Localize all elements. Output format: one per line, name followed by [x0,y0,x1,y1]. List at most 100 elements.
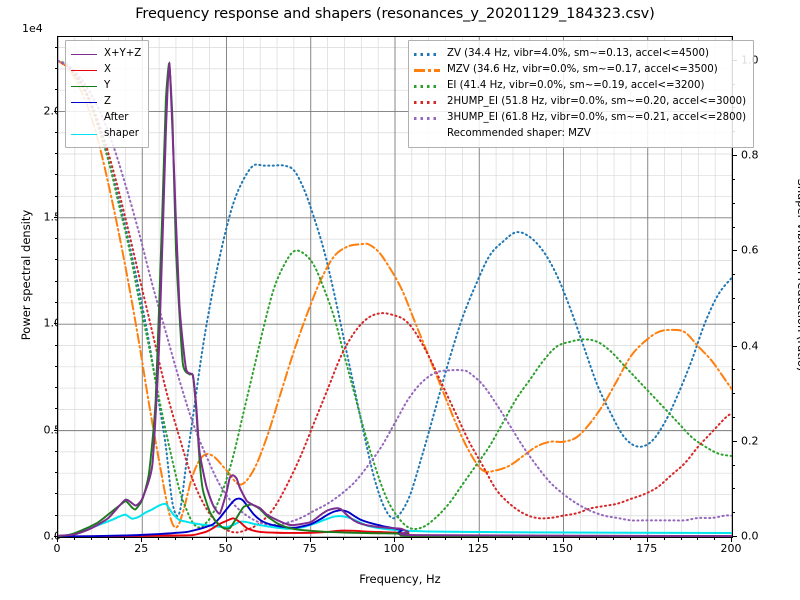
legend-item-zv[interactable]: ZV (34.4 Hz, vibr=4.0%, sm~=0.13, accel<… [414,46,746,62]
x-tick-label-25: 25 [134,542,149,555]
y-tick-mark [53,323,57,325]
x-tick-mark [697,538,699,540]
x-tick-mark [174,538,176,540]
y2-tick-mark [733,274,735,276]
x-tick-mark [158,538,160,540]
x-tick-mark [377,538,379,540]
x-tick-mark [562,538,564,542]
x-tick-mark [57,538,58,542]
x-tick-mark [663,538,665,540]
x-tick-label-100: 100 [383,542,405,555]
x-tick-mark [714,538,716,540]
x-tick-mark [124,538,126,540]
legend-item-shaper[interactable]: shaper [71,126,141,142]
legend-swatch [71,112,97,124]
x-tick-mark [90,538,92,540]
legend-item-y[interactable]: Y [71,78,141,94]
y-tick-mark [55,46,57,48]
legend-label: shaper [104,128,139,139]
y-tick-label-1.0: 1.0 [43,316,62,330]
legend-item-x-y-z[interactable]: X+Y+Z [71,46,141,62]
y2-tick-label-0.4: 0.4 [741,339,759,352]
y-tick-mark [55,387,57,389]
legend-item-after[interactable]: After [71,110,141,126]
x-tick-mark [629,538,631,540]
legend-label: 3HUMP_EI (61.8 Hz, vibr=0.0%, sm~=0.21, … [447,112,747,123]
y-tick-mark [55,450,57,452]
y-tick-mark [55,302,57,303]
x-tick-mark [394,538,395,542]
legend-label: X [104,64,111,75]
y2-tick-label-0.2: 0.2 [741,434,759,448]
y2-tick-mark [733,178,735,180]
legend-item-3hump_ei[interactable]: 3HUMP_EI (61.8 Hz, vibr=0.0%, sm~=0.21, … [414,110,746,126]
legend-item-x[interactable]: X [71,62,141,78]
x-tick-mark [141,538,143,542]
y-tick-label-0.5: 0.5 [43,423,62,437]
psd-curve-z [58,497,732,537]
x-tick-mark [292,538,294,540]
psd-curves [58,61,732,537]
legend-label: EI (41.4 Hz, vibr=0.0%, sm~=0.19, accel<… [447,80,705,91]
x-tick-mark [545,538,547,540]
y2-tick-mark [733,250,737,252]
x-tick-mark [461,538,463,540]
legend-label: Y [104,80,111,91]
x-tick-mark [444,538,446,540]
shaper-curve-mzv [58,59,732,529]
legend-swatch [414,48,440,60]
y2-tick-mark [733,321,735,323]
legend-item-mzv[interactable]: MZV (34.6 Hz, vibr=0.0%, sm~=0.17, accel… [414,62,746,78]
y2-tick-mark [733,488,735,490]
y2-tick-mark [733,440,737,442]
y2-tick-mark [733,536,737,537]
y-tick-mark [55,514,57,516]
x-tick-label-125: 125 [467,542,489,555]
x-tick-label-0: 0 [53,542,61,555]
shaper-curve-zv [58,59,732,520]
x-tick-mark [579,538,581,540]
x-tick-mark [107,538,109,540]
y2-tick-mark [733,226,735,228]
legend-item-z[interactable]: Z [71,94,141,110]
x-tick-mark [528,538,530,540]
x-tick-mark [225,538,227,542]
secondary-y-axis-label: Shaper vibration reduction (ratio) [795,178,800,372]
y-tick-mark [55,174,57,176]
y2-tick-mark [733,155,737,156]
x-tick-mark [410,538,412,540]
legend-swatch [71,48,97,60]
x-tick-mark [191,538,193,540]
y2-tick-label-0.8: 0.8 [741,148,759,162]
shaper-curve-2hump_ei [58,59,732,534]
legend-swatch [71,80,97,92]
legend-label: X+Y+Z [104,48,142,59]
legend-item-2hump_ei[interactable]: 2HUMP_EI (51.8 Hz, vibr=0.0%, sm~=0.20, … [414,94,746,110]
x-tick-mark [360,538,362,540]
legend-swatch [71,64,97,76]
series-legend[interactable]: X+Y+Z X Y Z After shaper [65,40,150,148]
y-tick-mark [55,493,57,495]
y-axis-multiplier: 1e4 [22,22,43,35]
x-tick-mark [343,538,345,540]
x-tick-mark [259,538,261,540]
x-tick-mark [495,538,497,540]
shaper-legend[interactable]: ZV (34.4 Hz, vibr=4.0%, sm~=0.13, accel<… [408,40,755,148]
y-tick-mark [55,153,57,154]
y-tick-mark [55,238,57,240]
legend-swatch [414,96,440,108]
x-tick-mark [326,538,328,540]
x-tick-label-50: 50 [218,542,233,555]
shaper-curve-ei [58,59,732,530]
y-tick-mark [55,365,57,367]
chart-svg [58,37,732,537]
x-tick-mark [596,538,598,540]
x-tick-mark [646,538,648,542]
y-tick-mark [53,110,57,112]
recommended-shaper-note: Recommended shaper: MZV [414,126,746,142]
legend-item-ei[interactable]: EI (41.4 Hz, vibr=0.0%, sm~=0.19, accel<… [414,78,746,94]
legend-label: ZV (34.4 Hz, vibr=4.0%, sm~=0.13, accel<… [447,48,709,59]
recommended-shaper-text: Recommended shaper: MZV [447,128,591,139]
x-tick-mark [309,538,311,542]
